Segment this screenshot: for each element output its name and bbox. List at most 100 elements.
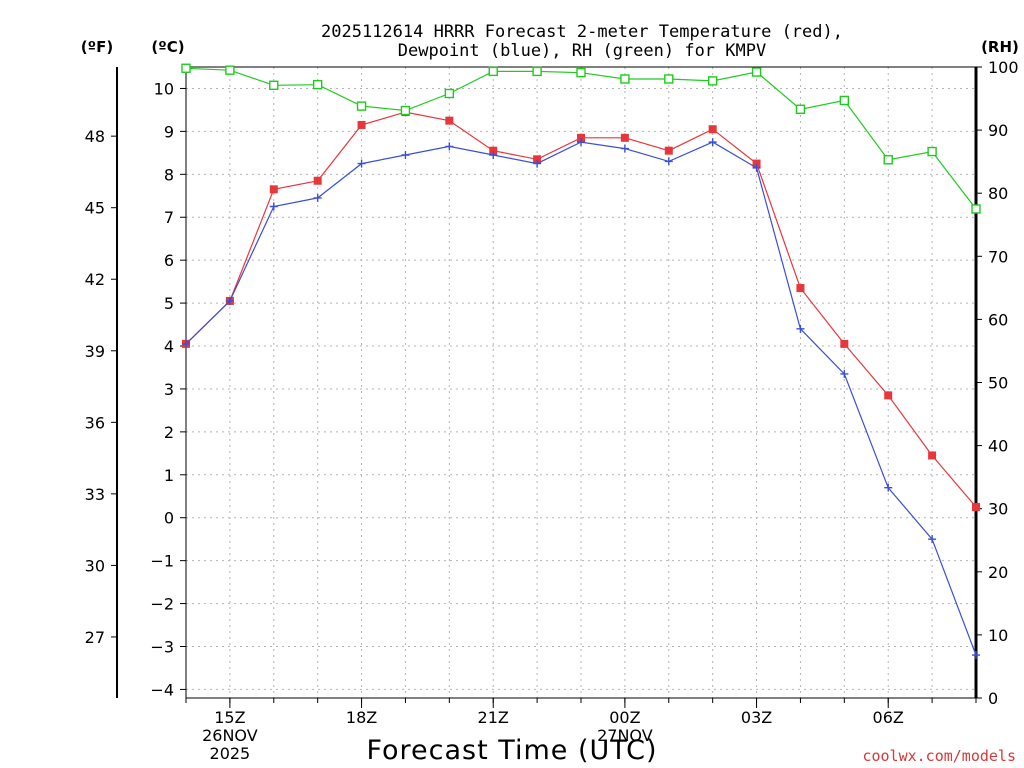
temperature-point [884,391,893,400]
celsius-tick-label: 10 [154,79,174,98]
temperature-line [185,111,977,508]
x-tick-label: 15Z [214,708,245,727]
dewpoint-point [840,369,849,378]
celsius-tick-label: 1 [164,466,174,485]
temperature-point [928,451,937,460]
temperature-point [620,133,629,142]
temperature-point [313,176,322,185]
celsius-unit-label: (ºC) [151,38,184,56]
x-tick-label: 27NOV [597,726,653,745]
celsius-tick-label: 9 [164,122,174,141]
rh-point [356,101,367,111]
rh-tick-label: 0 [988,689,998,708]
x-tick-label: 21Z [478,708,509,727]
rh-tick-label: 60 [988,310,1008,329]
temperature-point [840,339,849,348]
x-tick-label: 26NOV [202,726,258,745]
rh-tick-label: 30 [988,500,1008,519]
fahrenheit-tick-label: 36 [85,413,105,432]
celsius-tick-label: 7 [164,208,174,227]
x-tick-label: 2025 [210,744,251,763]
chart-title-line-2: Dewpoint (blue), RH (green) for KMPV [398,41,766,61]
dewpoint-point [972,651,980,660]
x-tick-label: 03Z [741,708,772,727]
rh-point [576,67,586,78]
dewpoint-point [182,339,190,348]
rh-point [971,204,981,214]
celsius-tick-label: 2 [164,423,174,442]
x-axis-title: Forecast Time (UTC) [366,735,657,766]
temperature-point [489,146,498,155]
watermark-text: coolwx.com/models [862,747,1016,765]
rh-tick-label: 20 [988,563,1008,582]
temperature-point [577,133,585,142]
rh-point [532,66,542,77]
dewpoint-point [884,483,893,492]
fahrenheit-tick-label: 33 [85,485,105,504]
temperature-point [357,120,366,129]
dewpoint-point [577,138,585,147]
x-tick-label: 06Z [873,708,904,727]
celsius-tick-label: 0 [164,509,174,528]
chart-title-line-1: 2025112614 HRRR Forecast 2-meter Tempera… [321,22,843,42]
celsius-tick-label: 4 [164,337,174,356]
dewpoint-point [752,163,761,172]
dewpoint-point [269,202,278,211]
rh-point [620,74,630,84]
temperature-point [708,125,717,134]
rh-point [707,76,718,86]
dewpoint-point [445,142,454,151]
temperature-point [269,185,278,194]
rh-tick-label: 10 [988,626,1008,645]
celsius-tick-label: −1 [150,552,174,571]
dewpoint-point [708,138,717,147]
dewpoint-point [225,296,234,305]
temperature-point [796,284,805,293]
dewpoint-point [357,159,366,168]
rh-unit-label: (RH) [981,38,1019,56]
celsius-tick-label: 8 [164,165,174,184]
rh-tick-label: 90 [988,121,1008,140]
fahrenheit-tick-label: 42 [85,270,105,289]
rh-tick-label: 100 [988,58,1019,77]
dewpoint-point [796,324,805,333]
rh-point [181,63,191,73]
fahrenheit-tick-label: 48 [85,127,105,146]
rh-tick-label: 50 [988,374,1008,393]
rh-point [883,155,893,165]
plot-frame [185,66,977,699]
dewpoint-point [928,535,937,544]
rh-point [839,95,850,106]
rh-point [488,66,498,77]
dewpoint-point [533,159,542,168]
x-tick-label: 00Z [609,708,640,727]
dewpoint-point [620,144,629,153]
rh-point [400,105,411,116]
fahrenheit-tick-label: 39 [85,342,105,361]
temperature-point [664,146,673,155]
temperature-point [445,116,454,125]
temperature-point [533,155,542,164]
rh-point [927,146,937,157]
gridlines [185,67,977,698]
celsius-tick-label: 6 [164,251,174,270]
rh-point [269,80,279,90]
dewpoint-point [489,150,498,159]
rh-tick-label: 70 [988,247,1008,266]
celsius-tick-label: −2 [150,595,174,614]
x-tick-label: 18Z [346,708,377,727]
celsius-tick-label: −3 [150,637,174,656]
fahrenheit-tick-label: 30 [85,556,105,575]
rh-point [444,88,455,99]
fahrenheit-unit-label: (ºF) [81,38,113,56]
temperature-point [752,159,761,168]
celsius-tick-label: 5 [164,294,174,313]
dewpoint-point [401,150,410,159]
rh-point [664,74,674,84]
celsius-tick-label: 3 [164,380,174,399]
fahrenheit-tick-label: 45 [85,199,105,218]
axes: −4−3−2−101234567891027303336394245480102… [85,58,1019,763]
rh-point [312,79,323,90]
temperature-point [972,502,980,511]
